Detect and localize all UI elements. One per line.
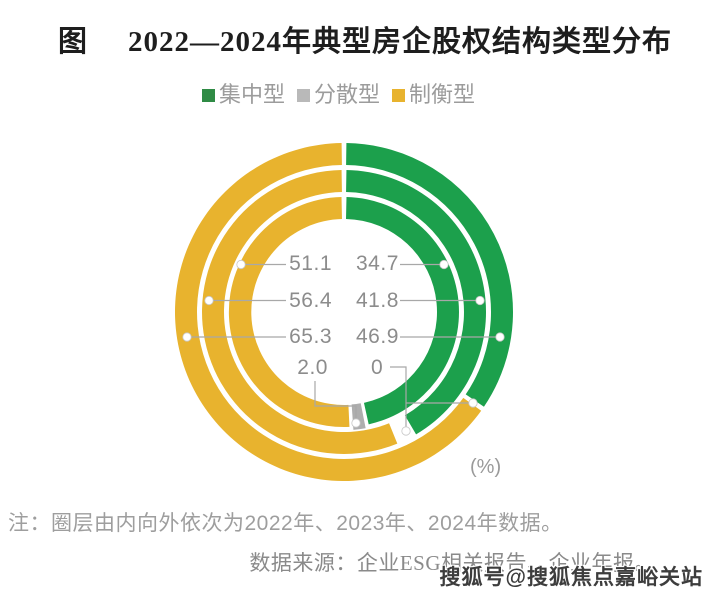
unit-label: (%) bbox=[470, 456, 502, 478]
note-text: 注：圈层由内向外依次为2022年、2023年、2024年数据。 bbox=[8, 512, 563, 535]
value-label-outer-concentrated: 46.9 bbox=[356, 325, 399, 348]
leader-dot bbox=[439, 259, 449, 270]
value-label-inner-balanced: 51.1 bbox=[289, 252, 332, 275]
leader-dot bbox=[475, 295, 485, 306]
value-label-outer-balanced: 65.3 bbox=[289, 325, 332, 348]
legend-swatch-green bbox=[202, 88, 215, 102]
value-label-middle-concentrated: 41.8 bbox=[356, 289, 399, 312]
value-label-dispersed-left: 2.0 bbox=[297, 356, 328, 379]
leader-dot bbox=[401, 426, 411, 436]
chart-title-main: 2022—2024年典型房企股权结构类型分布 bbox=[128, 26, 673, 58]
value-label-middle-balanced: 56.4 bbox=[289, 289, 332, 312]
chart-title-prefix: 图 bbox=[58, 26, 89, 58]
legend-swatch-gray bbox=[297, 88, 311, 102]
value-label-dispersed-right: 0 bbox=[371, 356, 384, 379]
legend-item-dispersed: 分散型 bbox=[297, 84, 380, 106]
leader-dot bbox=[495, 332, 505, 342]
leader-dot bbox=[351, 418, 361, 428]
legend: 集中型 分散型 制衡型 bbox=[202, 84, 475, 106]
ring-middle-segment-集中型 bbox=[346, 170, 487, 435]
leader-line bbox=[314, 381, 357, 419]
leader-dot bbox=[182, 332, 192, 342]
ring-outer-segment-集中型 bbox=[346, 143, 514, 407]
leader-dot bbox=[468, 398, 478, 408]
source-text: 数据来源：企业ESG相关报告、企业年报。 bbox=[249, 551, 656, 575]
chart-title: 图 2022—2024年典型房企股权结构类型分布 bbox=[58, 18, 698, 60]
legend-item-balanced: 制衡型 bbox=[392, 84, 475, 106]
legend-label-balanced: 制衡型 bbox=[409, 82, 476, 107]
leader-dot bbox=[204, 295, 214, 306]
leader-dot bbox=[236, 259, 246, 270]
ring-inner-segment-制衡型 bbox=[228, 197, 350, 428]
legend-label-concentrated: 集中型 bbox=[219, 82, 286, 107]
leader-line bbox=[390, 366, 407, 427]
ring-inner-segment-集中型 bbox=[346, 197, 459, 425]
legend-label-dispersed: 分散型 bbox=[314, 82, 381, 107]
legend-item-concentrated: 集中型 bbox=[202, 84, 285, 106]
value-label-inner-concentrated: 34.7 bbox=[356, 252, 399, 275]
legend-swatch-yellow bbox=[392, 88, 406, 102]
watermark: 搜狐号@搜狐焦点嘉峪关站 bbox=[439, 566, 703, 589]
